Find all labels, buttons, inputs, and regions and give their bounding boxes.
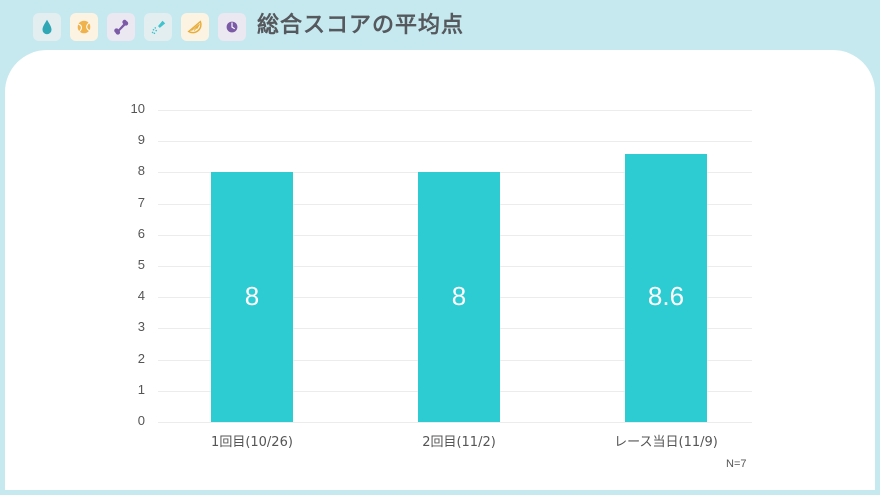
bar-2 <box>418 172 500 422</box>
sample-size-note: N=7 <box>726 458 747 470</box>
y-tick: 9 <box>137 132 145 147</box>
salt-shaker-icon <box>144 13 172 41</box>
y-tick: 3 <box>137 319 145 334</box>
y-tick: 0 <box>137 413 145 428</box>
tennis-ball-icon <box>70 13 98 41</box>
gridline <box>158 141 752 142</box>
gridline <box>158 110 752 111</box>
bar-2-value-label: 8 <box>451 281 467 311</box>
bar-1-value-label: 8 <box>244 281 260 311</box>
bone-icon <box>107 13 135 41</box>
y-tick: 10 <box>130 101 145 116</box>
y-tick: 8 <box>137 163 145 178</box>
y-tick: 2 <box>137 351 145 366</box>
y-tick: 1 <box>137 382 145 397</box>
x-axis-baseline <box>158 422 752 423</box>
bar-1 <box>211 172 293 422</box>
y-tick: 5 <box>137 257 145 272</box>
clock-ball-icon <box>218 13 246 41</box>
header: 総合スコアの平均点 <box>0 0 880 52</box>
x-label-2: 2回目(11/2) <box>422 435 496 450</box>
y-tick: 7 <box>137 195 145 210</box>
lemon-slice-icon <box>181 13 209 41</box>
y-tick: 6 <box>137 226 145 241</box>
water-drop-icon <box>33 13 61 41</box>
bar-3-value-label: 8.6 <box>647 281 685 311</box>
y-tick: 4 <box>137 288 145 303</box>
x-label-3: レース当日(11/9) <box>614 435 718 450</box>
page-title: 総合スコアの平均点 <box>257 13 465 38</box>
x-label-1: 1回目(10/26) <box>211 435 293 450</box>
bar-3 <box>625 154 707 422</box>
